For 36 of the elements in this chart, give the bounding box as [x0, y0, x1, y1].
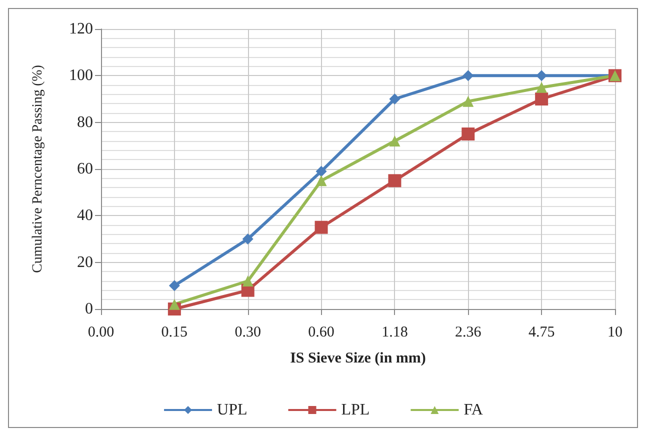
y-tick-label: 0 — [85, 300, 93, 318]
point — [535, 92, 548, 106]
x-tick-label: 2.36 — [455, 324, 482, 340]
x-tick-label: 4.75 — [528, 324, 555, 340]
point — [389, 94, 400, 104]
y-tick-label: 40 — [77, 207, 93, 224]
point — [242, 276, 254, 286]
point — [242, 234, 254, 244]
x-tick-label: 0.60 — [308, 324, 334, 340]
y-tick-label: 120 — [69, 20, 93, 38]
x-axis-title: IS Sieve Size (in mm) — [290, 350, 426, 366]
y-axis-title: Cumulative Perncentage Passing (%) — [30, 64, 46, 274]
point — [388, 174, 402, 188]
point — [462, 128, 475, 140]
x-tick-label: 0.30 — [234, 324, 261, 340]
point — [316, 166, 327, 177]
y-tick-label: 80 — [77, 114, 93, 131]
point — [168, 280, 180, 292]
x-tick-label: 0.00 — [88, 324, 114, 340]
point — [168, 298, 180, 310]
y-tick-label: 60 — [77, 160, 93, 178]
y-tick-label: 20 — [77, 254, 93, 271]
y-tick-label: 100 — [69, 67, 93, 84]
legend-label: LPL — [341, 402, 370, 418]
legend-label: UPL — [217, 402, 248, 418]
x-tick-label: 10 — [608, 324, 622, 340]
point — [314, 220, 328, 234]
x-tick-label: 0.15 — [161, 324, 188, 340]
x-tick-label: 1.18 — [382, 324, 408, 340]
point — [536, 82, 548, 93]
point — [462, 96, 474, 107]
legend-label: FA — [464, 402, 484, 418]
point — [536, 70, 548, 82]
point — [389, 136, 400, 146]
point — [316, 175, 327, 186]
point — [462, 70, 474, 82]
